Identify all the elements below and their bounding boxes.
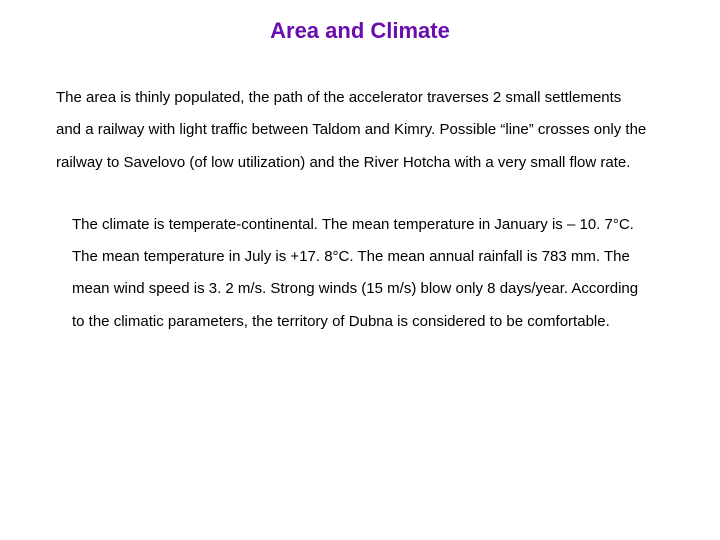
paragraph-climate: The climate is temperate-continental. Th… [72, 209, 650, 338]
slide-title: Area and Climate [50, 18, 670, 44]
paragraph-area: The area is thinly populated, the path o… [56, 82, 650, 179]
slide-container: Area and Climate The area is thinly popu… [0, 0, 720, 540]
